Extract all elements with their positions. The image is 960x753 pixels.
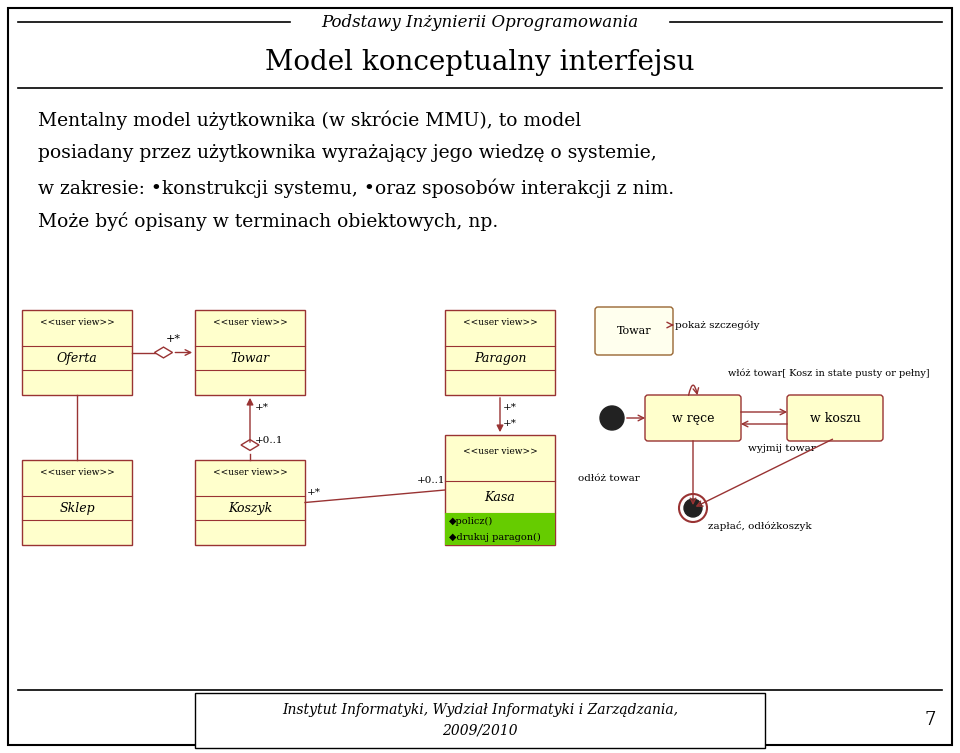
Bar bbox=[445, 310, 555, 395]
Circle shape bbox=[600, 406, 624, 430]
Text: Sklep: Sklep bbox=[60, 502, 95, 515]
Text: <<user view>>: <<user view>> bbox=[212, 468, 287, 477]
Bar bbox=[445, 435, 555, 545]
Text: Towar: Towar bbox=[230, 352, 270, 365]
Bar bbox=[195, 693, 765, 748]
Text: Może być opisany w terminach obiektowych, np.: Może być opisany w terminach obiektowych… bbox=[38, 212, 498, 231]
FancyBboxPatch shape bbox=[787, 395, 883, 441]
Text: Podstawy Inżynierii Oprogramowania: Podstawy Inżynierii Oprogramowania bbox=[322, 14, 638, 31]
Text: Towar: Towar bbox=[616, 326, 651, 336]
Text: w koszu: w koszu bbox=[809, 411, 860, 425]
Bar bbox=[195, 460, 305, 545]
Bar bbox=[195, 310, 305, 395]
Text: <<user view>>: <<user view>> bbox=[212, 319, 287, 328]
Text: ◆policz(): ◆policz() bbox=[449, 517, 493, 526]
FancyBboxPatch shape bbox=[645, 395, 741, 441]
Text: <<user view>>: <<user view>> bbox=[39, 468, 114, 477]
Text: włóż towar[ Kosz in state pusty or pełny]: włóż towar[ Kosz in state pusty or pełny… bbox=[728, 368, 929, 378]
FancyBboxPatch shape bbox=[595, 307, 673, 355]
Text: <<user view>>: <<user view>> bbox=[463, 447, 538, 456]
Text: +*: +* bbox=[503, 419, 516, 428]
Text: Model konceptualny interfejsu: Model konceptualny interfejsu bbox=[265, 48, 695, 75]
Text: 7: 7 bbox=[924, 711, 936, 729]
Text: zapłać, odłóżkoszyk: zapłać, odłóżkoszyk bbox=[708, 521, 811, 531]
Text: Mentalny model użytkownika (w skrócie MMU), to model: Mentalny model użytkownika (w skrócie MM… bbox=[38, 110, 581, 130]
Text: odłóż towar: odłóż towar bbox=[578, 474, 639, 483]
Polygon shape bbox=[241, 440, 259, 450]
Text: w zakresie: •konstrukcji systemu, •oraz sposobów interakcji z nim.: w zakresie: •konstrukcji systemu, •oraz … bbox=[38, 178, 674, 197]
Text: +*: +* bbox=[307, 488, 321, 497]
Text: +*: +* bbox=[503, 403, 516, 411]
Bar bbox=[445, 513, 555, 545]
Text: Instytut Informatyki, Wydział Informatyki i Zarządzania,: Instytut Informatyki, Wydział Informatyk… bbox=[282, 703, 678, 717]
Text: 2009/2010: 2009/2010 bbox=[443, 723, 517, 737]
Text: Oferta: Oferta bbox=[57, 352, 97, 365]
Text: ◆drukuj paragon(): ◆drukuj paragon() bbox=[449, 532, 540, 541]
Text: pokaż szczegóły: pokaż szczegóły bbox=[675, 320, 759, 330]
Text: +*: +* bbox=[165, 334, 180, 343]
Text: <<user view>>: <<user view>> bbox=[463, 319, 538, 328]
Text: posiadany przez użytkownika wyrażający jego wiedzę o systemie,: posiadany przez użytkownika wyrażający j… bbox=[38, 144, 657, 162]
Text: +*: +* bbox=[255, 403, 269, 411]
Text: <<user view>>: <<user view>> bbox=[39, 319, 114, 328]
Text: +0..1: +0..1 bbox=[255, 435, 283, 444]
Bar bbox=[22, 310, 132, 395]
Polygon shape bbox=[155, 347, 173, 358]
Text: Koszyk: Koszyk bbox=[228, 502, 272, 515]
Text: Paragon: Paragon bbox=[474, 352, 526, 365]
Text: w ręce: w ręce bbox=[672, 411, 714, 425]
Text: Kasa: Kasa bbox=[485, 491, 516, 505]
Text: wyjmij towar: wyjmij towar bbox=[748, 444, 816, 453]
Text: +0..1: +0..1 bbox=[417, 475, 445, 484]
Bar bbox=[22, 460, 132, 545]
Circle shape bbox=[684, 499, 702, 517]
